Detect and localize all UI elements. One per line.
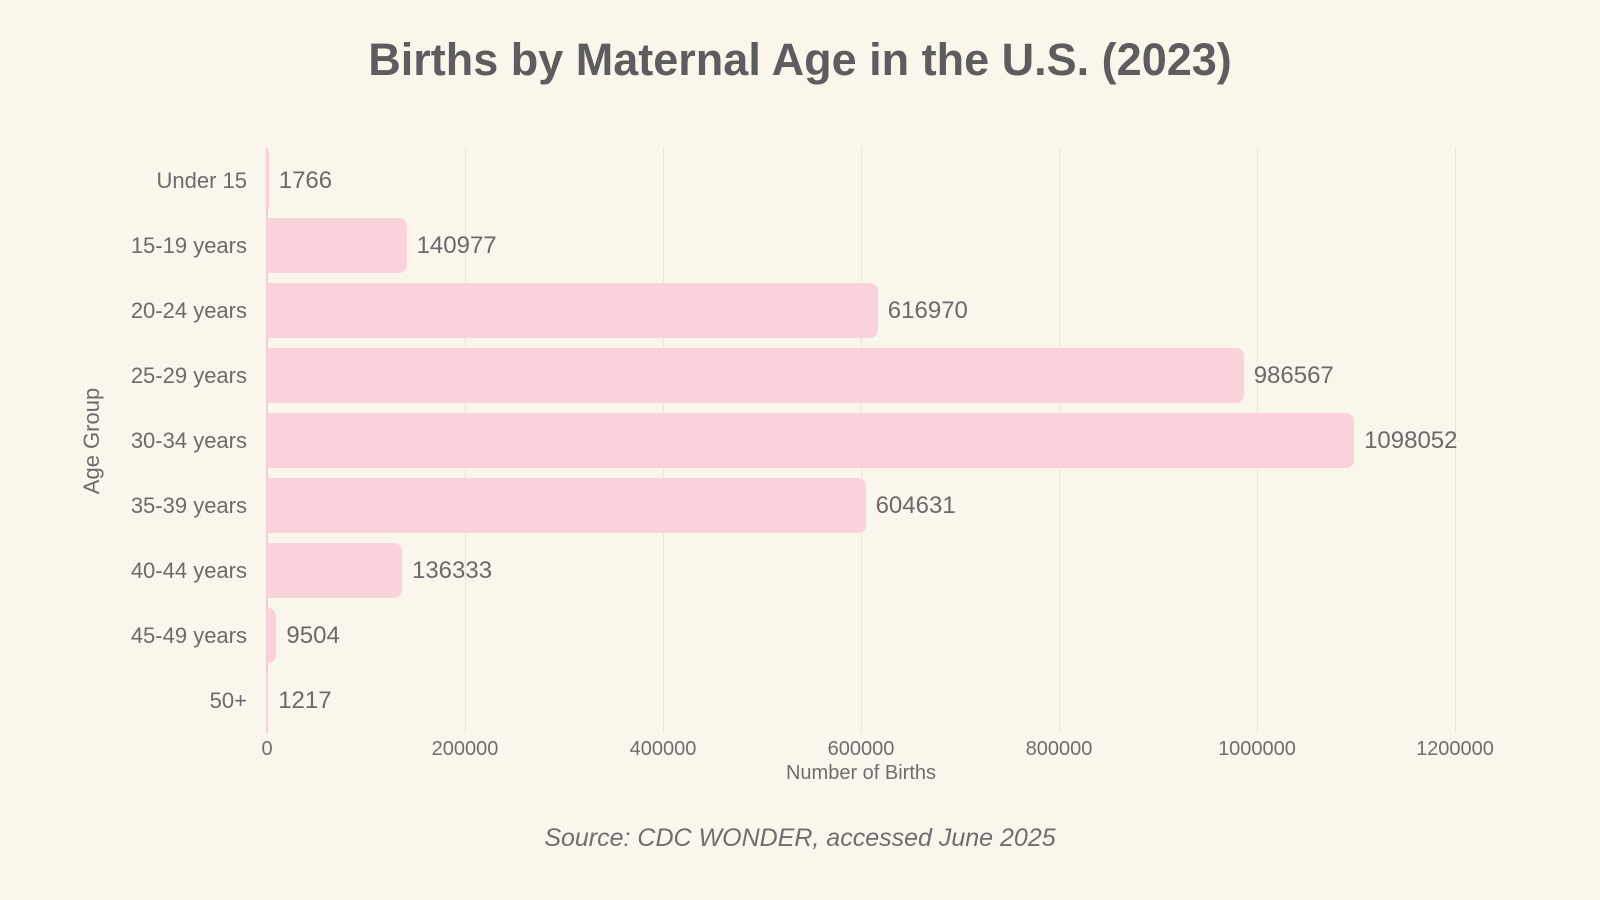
bar-row: 140977 [267,213,1497,278]
bar-value-label: 986567 [1253,362,1334,389]
bar-row: 986567 [267,343,1497,408]
x-axis-tick-label: 1000000 [1218,738,1296,760]
y-axis-tick-label: 45-49 years [130,623,247,648]
x-axis-tick-label: 1200000 [1416,738,1494,760]
bar-row: 1098052 [267,408,1497,473]
source-caption: Source: CDC WONDER, accessed June 2025 [544,824,1056,852]
bar [267,348,1244,403]
bar-row: 604631 [267,473,1497,538]
bar-value-label: 1217 [278,687,332,714]
bar [267,218,407,273]
y-axis-tick-label: 30-34 years [130,428,247,453]
bar [267,153,269,208]
bar-row: 1217 [267,668,1497,733]
bar-row: 136333 [267,538,1497,603]
y-axis-tick-label: 40-44 years [130,558,247,583]
bar-row: 1766 [267,148,1497,213]
bar-value-label: 140977 [416,232,497,259]
y-axis-tick-label: 50+ [209,688,247,713]
bar-value-label: 1766 [278,167,333,194]
x-axis-tick-label: 200000 [431,738,499,760]
bar-row: 616970 [267,278,1497,343]
bar-value-label: 1098052 [1364,427,1458,454]
x-axis-title: Number of Births [785,762,937,784]
bar-value-label: 616970 [887,297,968,324]
x-axis-tick-label: 400000 [629,738,697,760]
bar-value-label: 136333 [411,557,493,584]
x-axis-tick-label: 0 [261,738,273,760]
gridline [1455,148,1456,733]
chart-title: Births by Maternal Age in the U.S. (2023… [368,34,1232,85]
y-axis-title: Age Group [72,148,112,733]
y-axis-tick-label: 15-19 years [130,233,247,258]
bar [267,283,878,338]
y-axis-tick-label: 25-29 years [130,363,247,388]
bar [267,673,269,728]
bar-value-label: 9504 [286,622,340,649]
bar [267,608,277,663]
bar-row: 9504 [267,603,1497,668]
y-axis-tick-label: Under 15 [156,168,247,193]
y-axis-title-text: Age Group [79,387,104,494]
x-axis-tick-label: 600000 [827,738,895,760]
y-axis-tick-label: 20-24 years [130,298,247,323]
x-axis-tick-label: 800000 [1025,738,1093,760]
bar [267,413,1355,468]
bar [267,543,402,598]
plot-area: Number of Births 0 200000 400000 600000 8000… [261,148,1497,784]
bar [267,478,866,533]
bar-value-label: 604631 [875,492,956,519]
y-axis-tick-label: 35-39 years [130,493,247,518]
